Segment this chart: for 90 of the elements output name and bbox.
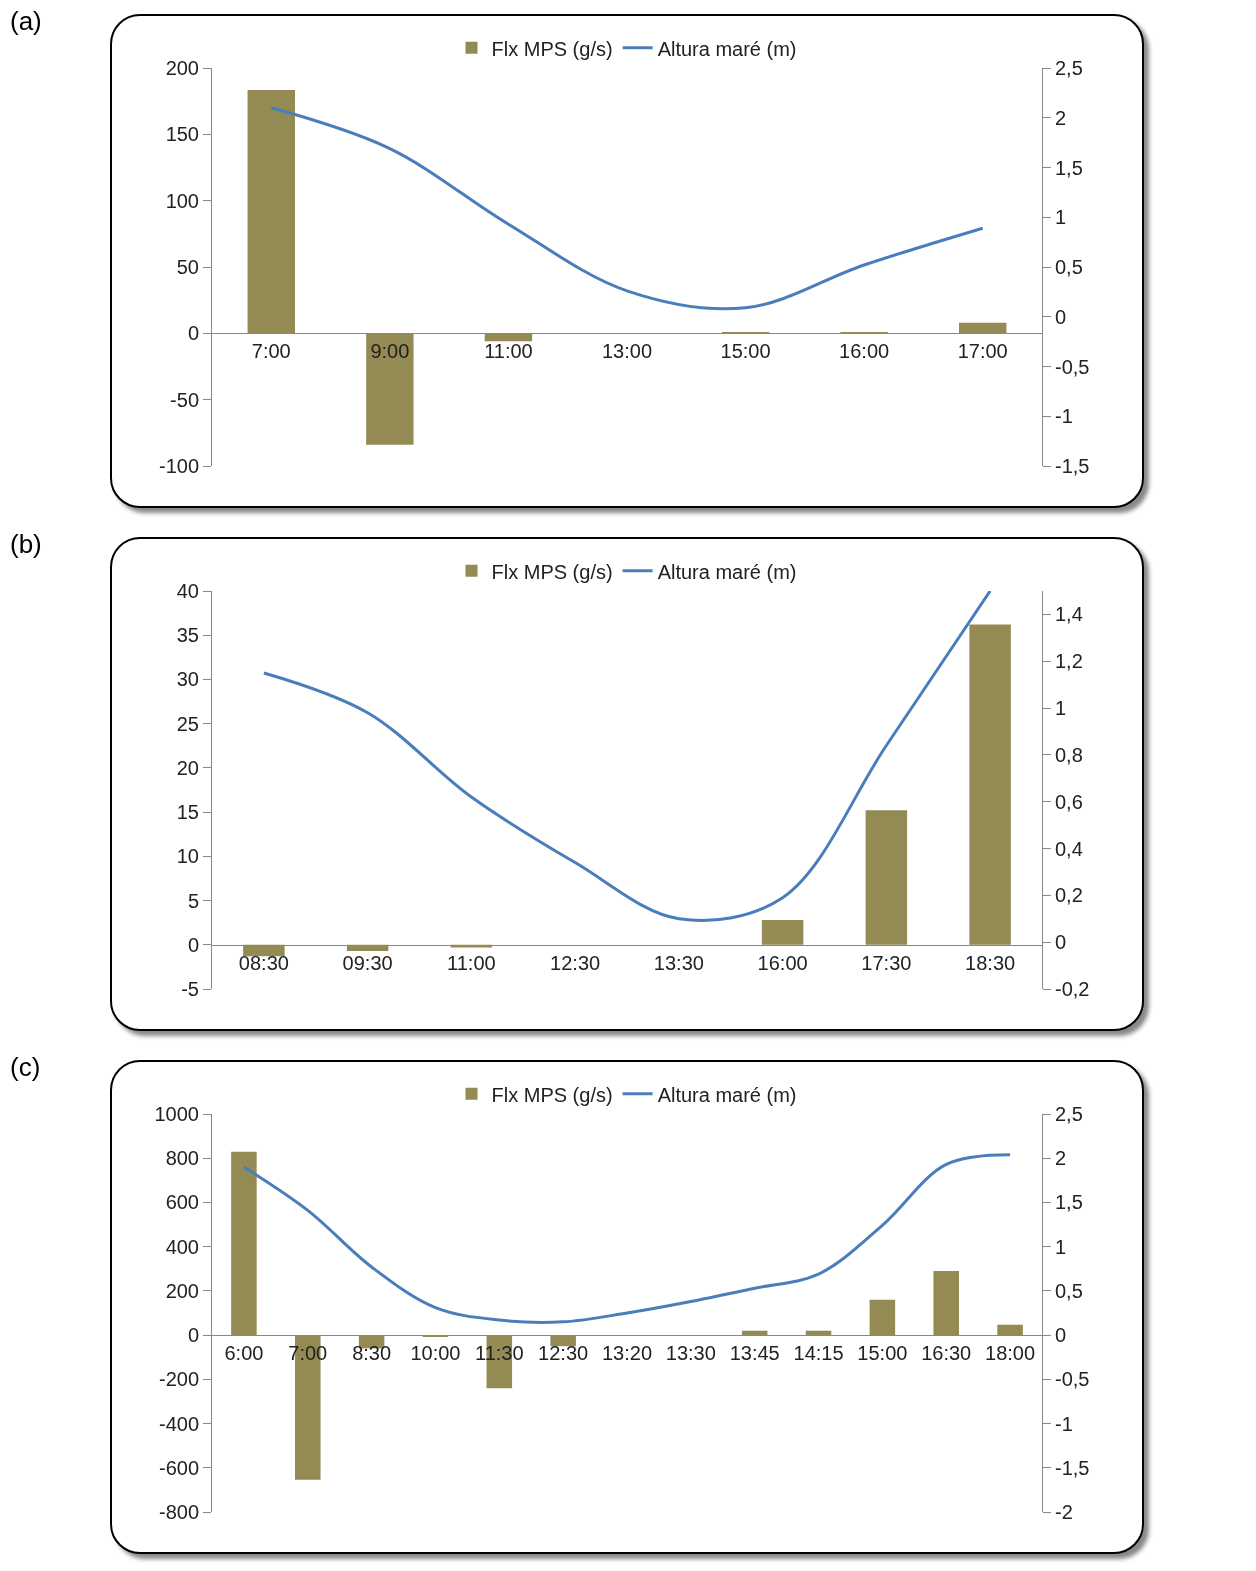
y2-tick-label: 0,5 [1055, 256, 1083, 278]
y2-tick-label: -1,5 [1055, 1456, 1090, 1479]
x-tick-label: 14:15 [793, 1342, 844, 1365]
y2-tick-label: 1,2 [1055, 650, 1083, 673]
y-tick-label: 1000 [154, 1103, 199, 1125]
y-tick-label: 40 [176, 580, 199, 602]
x-tick-label: 16:30 [921, 1342, 972, 1365]
y-tick-label: 20 [176, 756, 199, 779]
x-tick-label: 17:30 [861, 951, 912, 974]
y-tick-label: 35 [176, 624, 199, 647]
y2-tick-label: -0,2 [1055, 978, 1090, 1000]
y-tick-label: 800 [165, 1147, 199, 1170]
x-tick-label: 13:20 [601, 1342, 653, 1365]
y2-tick-label: 1 [1055, 206, 1067, 229]
y2-tick-label: -1 [1055, 1412, 1073, 1435]
x-tick-label: 17:00 [957, 340, 1008, 363]
y-tick-label: -600 [158, 1456, 199, 1479]
y2-tick-label: -1 [1055, 405, 1073, 428]
y2-tick-label: 1 [1055, 697, 1067, 720]
x-tick-label: 13:00 [601, 340, 653, 363]
y-tick-label: 25 [176, 712, 199, 735]
y2-tick-label: 2,5 [1055, 57, 1083, 79]
y-tick-label: 200 [165, 57, 199, 79]
y2-tick-label: -1,5 [1055, 455, 1090, 477]
x-tick-label: 11:00 [447, 951, 496, 974]
x-tick-label: 7:00 [251, 340, 291, 363]
y-tick-label: 30 [176, 668, 199, 691]
x-tick-label: 10:00 [410, 1342, 461, 1365]
x-tick-label: 9:00 [370, 340, 410, 363]
x-tick-label: 18:00 [985, 1342, 1036, 1365]
y-tick-label: 100 [165, 189, 199, 212]
y2-tick-label: 1,4 [1055, 603, 1083, 626]
x-tick-label: 08:30 [238, 951, 289, 974]
x-tick-label: 18:30 [965, 951, 1016, 974]
y2-tick-label: 0,8 [1055, 743, 1083, 766]
y2-tick-label: 0,2 [1055, 884, 1083, 907]
x-tick-label: 09:30 [342, 951, 393, 974]
y-tick-label: 0 [187, 1324, 199, 1347]
y-tick-label: 15 [176, 801, 199, 824]
y2-tick-label: 0,5 [1055, 1279, 1083, 1302]
y2-tick-label: -0,5 [1055, 355, 1090, 378]
y2-tick-label: 1,5 [1055, 1191, 1083, 1214]
y2-tick-label: 1 [1055, 1235, 1067, 1258]
x-tick-label: 13:45 [729, 1342, 780, 1365]
y2-tick-label: 0 [1055, 1324, 1067, 1347]
y-tick-label: -200 [158, 1368, 199, 1391]
y-tick-label: 0 [187, 933, 199, 956]
x-tick-label: 8:30 [352, 1342, 392, 1365]
y-tick-label: -50 [170, 388, 199, 411]
y-tick-label: 600 [165, 1191, 199, 1214]
x-tick-label: 16:00 [757, 951, 808, 974]
y-tick-label: 150 [165, 123, 199, 146]
y-tick-label: -100 [158, 455, 199, 477]
x-tick-label: 12:30 [538, 1342, 589, 1365]
y2-tick-label: 0,6 [1055, 790, 1083, 813]
y-tick-label: 0 [187, 322, 199, 345]
y-tick-label: 200 [165, 1279, 199, 1302]
x-tick-label: 6:00 [224, 1342, 264, 1365]
y2-tick-label: 1,5 [1055, 156, 1083, 179]
y-tick-label: -800 [158, 1501, 199, 1523]
y2-tick-label: -2 [1055, 1501, 1073, 1523]
chart-title: (b) [10, 529, 42, 560]
x-tick-label: 15:00 [720, 340, 771, 363]
legend-label: Flx MPS (g/s) [491, 37, 613, 60]
y2-tick-label: 2,5 [1055, 1103, 1083, 1125]
legend-label: Altura maré (m) [657, 1083, 797, 1106]
y-tick-label: 50 [176, 256, 199, 278]
x-tick-label: 11:00 [484, 340, 533, 363]
y2-tick-label: -0,5 [1055, 1368, 1090, 1391]
legend-label: Flx MPS (g/s) [491, 560, 613, 583]
legend-label: Altura maré (m) [657, 37, 797, 60]
y2-tick-label: 2 [1055, 1147, 1067, 1170]
y-tick-label: -400 [158, 1412, 199, 1435]
chart-title: (c) [10, 1052, 41, 1083]
y-tick-label: 5 [187, 889, 199, 912]
y2-tick-label: 0 [1055, 305, 1067, 328]
y2-tick-label: 0 [1055, 931, 1067, 954]
x-tick-label: 16:00 [839, 340, 890, 363]
x-tick-label: 15:00 [857, 1342, 908, 1365]
y2-tick-label: 2 [1055, 106, 1067, 129]
y-tick-label: -5 [181, 978, 199, 1000]
legend-label: Flx MPS (g/s) [491, 1083, 613, 1106]
x-tick-label: 12:30 [550, 951, 601, 974]
legend-label: Altura maré (m) [657, 560, 797, 583]
y-tick-label: 400 [165, 1235, 199, 1258]
x-tick-label: 13:30 [665, 1342, 716, 1365]
y-tick-label: 10 [176, 845, 199, 868]
x-tick-label: 13:30 [653, 951, 704, 974]
chart-title: (a) [10, 6, 42, 37]
y2-tick-label: 0,4 [1055, 837, 1083, 860]
